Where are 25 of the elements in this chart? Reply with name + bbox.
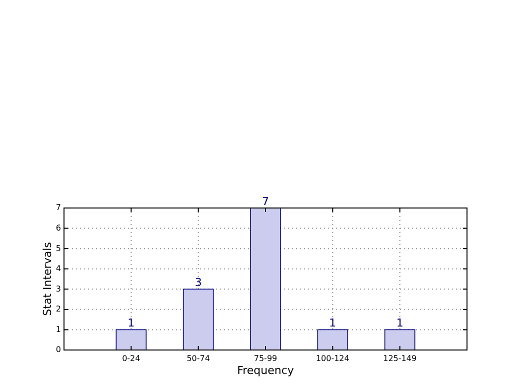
data-label: 3 xyxy=(194,276,202,290)
y-tick-label: 5 xyxy=(56,244,61,253)
x-tick-label: 50-74 xyxy=(186,354,210,363)
y-tick-label: 0 xyxy=(56,345,61,354)
bar xyxy=(317,329,348,350)
y-tick-label: 4 xyxy=(56,264,61,274)
x-tick-label: 100-124 xyxy=(316,354,350,363)
bar xyxy=(116,329,147,350)
data-label: 7 xyxy=(262,195,269,208)
x-tick-label: 0-24 xyxy=(122,354,140,363)
x-axis-title: Frequency xyxy=(237,364,294,377)
y-tick-label: 6 xyxy=(56,223,61,232)
y-tick-label: 2 xyxy=(56,304,61,314)
data-label: 1 xyxy=(396,316,404,330)
x-tick-label: 125-149 xyxy=(383,354,417,363)
y-tick-label: 7 xyxy=(56,203,61,212)
bar xyxy=(182,288,214,350)
data-label: 1 xyxy=(128,316,135,330)
y-axis-title: Stat Intervals xyxy=(41,242,54,316)
y-tick-label: 3 xyxy=(56,284,61,294)
data-label: 1 xyxy=(329,316,336,330)
bar xyxy=(384,329,416,350)
bar xyxy=(250,208,281,350)
x-tick-label: 75-99 xyxy=(254,354,278,363)
y-tick-label: 1 xyxy=(56,324,61,334)
